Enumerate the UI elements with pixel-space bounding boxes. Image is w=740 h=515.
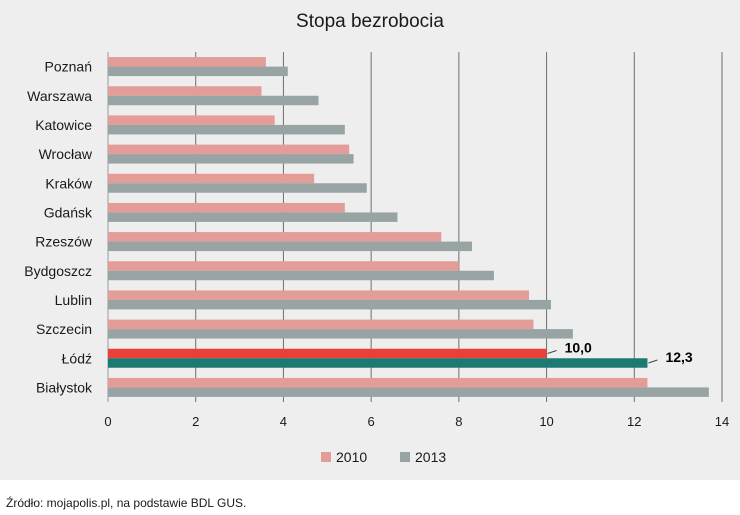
category-label-6: Rzeszów xyxy=(35,234,93,250)
x-tick-label-6: 6 xyxy=(368,414,375,429)
bar-2010-10 xyxy=(108,348,547,359)
category-label-0: Poznań xyxy=(45,59,92,75)
bar-2013-1 xyxy=(108,95,319,106)
bar-2013-8 xyxy=(108,299,551,310)
data-label-leader-2010 xyxy=(547,350,557,354)
bar-2013-4 xyxy=(108,183,367,193)
bar-2010-5 xyxy=(108,202,345,213)
category-label-11: Białystok xyxy=(36,379,93,395)
chart-title: Stopa bezrobocia xyxy=(296,11,444,32)
bar-2010-9 xyxy=(108,319,534,330)
x-tick-label-4: 4 xyxy=(280,414,287,429)
category-label-4: Kraków xyxy=(45,175,93,191)
x-tick-label-0: 0 xyxy=(104,414,111,429)
bar-2010-11 xyxy=(108,377,648,388)
bar-2013-3 xyxy=(108,154,354,164)
source-note: Źródło: mojapolis.pl, na podstawie BDL G… xyxy=(6,496,247,510)
bar-2010-8 xyxy=(108,290,530,300)
x-tick-label-8: 8 xyxy=(455,414,462,429)
bar-2013-2 xyxy=(108,124,345,135)
category-label-8: Lublin xyxy=(55,292,92,308)
x-tick-label-14: 14 xyxy=(715,414,729,429)
bar-2013-11 xyxy=(108,387,709,397)
category-label-9: Szczecin xyxy=(36,321,92,337)
bar-2013-7 xyxy=(108,270,494,281)
category-label-2: Katowice xyxy=(35,117,92,133)
bar-2013-9 xyxy=(108,329,573,339)
bar-2010-6 xyxy=(108,232,442,242)
legend-label-2010: 2010 xyxy=(336,449,367,465)
data-label-2013: 12,3 xyxy=(665,349,692,365)
category-label-3: Wrocław xyxy=(39,146,93,162)
data-label-2010: 10,0 xyxy=(565,340,592,356)
category-label-5: Gdańsk xyxy=(44,204,93,220)
x-tick-label-2: 2 xyxy=(192,414,199,429)
legend-swatch-2013 xyxy=(400,452,410,462)
data-label-leader-2013 xyxy=(648,359,658,364)
bar-2010-2 xyxy=(108,115,275,125)
bar-2010-1 xyxy=(108,86,262,96)
bar-2013-5 xyxy=(108,212,398,222)
bar-2010-0 xyxy=(108,57,266,67)
category-label-7: Bydgoszcz xyxy=(24,263,92,279)
bar-2013-10 xyxy=(108,358,648,368)
x-tick-label-12: 12 xyxy=(627,414,641,429)
legend-swatch-2010 xyxy=(321,452,331,462)
bar-2010-4 xyxy=(108,173,315,184)
category-label-1: Warszawa xyxy=(27,88,92,104)
legend-label-2013: 2013 xyxy=(415,449,446,465)
unemployment-bar-chart: Stopa bezrobocia Poznań Warszawa Katowice W… xyxy=(24,11,729,465)
bar-2010-3 xyxy=(108,144,350,155)
category-label-10: Łódź xyxy=(62,350,92,366)
bar-2010-7 xyxy=(108,261,459,271)
chart-panel: Stopa bezrobocia Poznań Warszawa Katowice W… xyxy=(0,0,740,480)
x-tick-label-10: 10 xyxy=(539,414,553,429)
bar-2013-0 xyxy=(108,66,288,77)
bar-2013-6 xyxy=(108,241,473,252)
